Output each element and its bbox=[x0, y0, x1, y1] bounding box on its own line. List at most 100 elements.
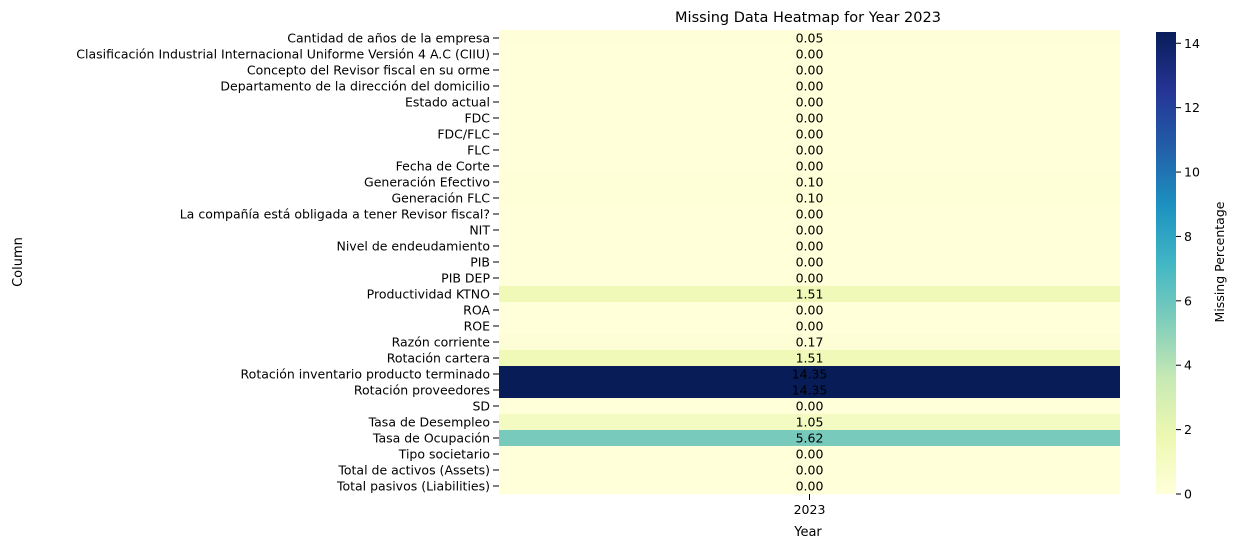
cell-value-label: 0.00 bbox=[796, 479, 824, 494]
cell-value-labels: 0.050.000.000.000.000.000.000.000.000.10… bbox=[792, 31, 828, 494]
heatmap-cell bbox=[499, 334, 1120, 351]
heatmap-cell bbox=[499, 222, 1120, 239]
row-tick-label: Tasa de Ocupación bbox=[372, 431, 490, 446]
row-tick-label: Concepto del Revisor fiscal en su orme bbox=[247, 63, 490, 78]
colorbar-tick-label: 2 bbox=[1184, 422, 1192, 437]
cell-value-label: 0.00 bbox=[796, 207, 824, 222]
cell-value-label: 0.00 bbox=[796, 447, 824, 462]
heatmap-cell bbox=[499, 446, 1120, 463]
colorbar-tick-label: 14 bbox=[1184, 36, 1200, 51]
heatmap-cell bbox=[499, 94, 1120, 111]
heatmap-cell bbox=[499, 78, 1120, 95]
cell-value-label: 0.00 bbox=[796, 111, 824, 126]
cell-value-label: 0.00 bbox=[796, 319, 824, 334]
heatmap-cell bbox=[499, 46, 1120, 63]
heatmap-cells bbox=[499, 30, 1120, 495]
cell-value-label: 5.62 bbox=[796, 431, 824, 446]
row-tick-label: Nivel de endeudamiento bbox=[336, 239, 490, 254]
heatmap-cell bbox=[499, 206, 1120, 223]
heatmap-cell bbox=[499, 382, 1120, 399]
row-tick-label: FDC/FLC bbox=[437, 127, 490, 142]
colorbar-gradient bbox=[1156, 32, 1176, 494]
heatmap-cell bbox=[499, 126, 1120, 143]
colorbar-tick-label: 12 bbox=[1184, 100, 1200, 115]
row-tick-label: ROE bbox=[464, 319, 491, 334]
x-axis-label: Year bbox=[793, 525, 822, 540]
row-tick-labels: Cantidad de años de la empresaClasificac… bbox=[76, 31, 499, 494]
colorbar-tick-label: 4 bbox=[1184, 358, 1192, 373]
cell-value-label: 0.00 bbox=[796, 303, 824, 318]
row-tick-label: Generación FLC bbox=[391, 191, 490, 206]
row-tick-label: Razón corriente bbox=[392, 335, 491, 350]
row-tick-label: NIT bbox=[469, 223, 490, 238]
row-tick-label: Total pasivos (Liabilities) bbox=[336, 479, 490, 494]
heatmap-cell bbox=[499, 366, 1120, 383]
cell-value-label: 0.00 bbox=[796, 399, 824, 414]
heatmap-cell bbox=[499, 430, 1120, 447]
heatmap-cell bbox=[499, 190, 1120, 207]
cell-value-label: 0.00 bbox=[796, 95, 824, 110]
colorbar-tick-label: 0 bbox=[1184, 487, 1192, 502]
cell-value-label: 0.00 bbox=[796, 223, 824, 238]
cell-value-label: 0.00 bbox=[796, 463, 824, 478]
heatmap-cell bbox=[499, 174, 1120, 191]
row-tick-label: Tasa de Desempleo bbox=[368, 415, 490, 430]
colorbar-tick-label: 6 bbox=[1184, 293, 1192, 308]
colorbar-tick-label: 10 bbox=[1184, 165, 1200, 180]
heatmap-cell bbox=[499, 110, 1120, 127]
row-tick-label: Tipo societario bbox=[398, 447, 490, 462]
row-tick-label: ROA bbox=[463, 303, 490, 318]
cell-value-label: 1.51 bbox=[796, 287, 824, 302]
heatmap-cell bbox=[499, 414, 1120, 431]
row-tick-label: Departamento de la dirección del domicil… bbox=[220, 79, 490, 94]
row-tick-label: SD bbox=[472, 399, 490, 414]
heatmap-cell bbox=[499, 158, 1120, 175]
row-tick-label: PIB DEP bbox=[441, 271, 490, 286]
row-tick-label: Fecha de Corte bbox=[396, 159, 491, 174]
colorbar-label: Missing Percentage bbox=[1212, 201, 1227, 322]
cell-value-label: 0.00 bbox=[796, 255, 824, 270]
cell-value-label: 0.00 bbox=[796, 79, 824, 94]
heatmap-cell bbox=[499, 318, 1120, 335]
row-tick-label: La compañía está obligada a tener Reviso… bbox=[180, 207, 490, 222]
cell-value-label: 0.05 bbox=[796, 31, 824, 46]
row-tick-label: Cantidad de años de la empresa bbox=[287, 31, 490, 46]
cell-value-label: 0.10 bbox=[796, 175, 824, 190]
heatmap-cell bbox=[499, 270, 1120, 287]
cell-value-label: 14.35 bbox=[792, 383, 828, 398]
row-tick-label: Rotación proveedores bbox=[354, 383, 490, 398]
x-tick-label: 2023 bbox=[794, 502, 826, 517]
heatmap-cell bbox=[499, 462, 1120, 479]
cell-value-label: 1.51 bbox=[796, 351, 824, 366]
heatmap-cell bbox=[499, 30, 1120, 47]
row-tick-label: Rotación inventario producto terminado bbox=[241, 367, 490, 382]
row-tick-label: FLC bbox=[467, 143, 490, 158]
row-tick-label: Rotación cartera bbox=[387, 351, 490, 366]
heatmap-cell bbox=[499, 254, 1120, 271]
row-tick-label: Estado actual bbox=[405, 95, 490, 110]
heatmap-cell bbox=[499, 350, 1120, 367]
heatmap-cell bbox=[499, 142, 1120, 159]
cell-value-label: 0.00 bbox=[796, 63, 824, 78]
row-tick-label: Productividad KTNO bbox=[367, 287, 491, 302]
row-tick-label: Clasificación Industrial Internacional U… bbox=[76, 47, 490, 62]
row-tick-label: FDC bbox=[464, 111, 490, 126]
cell-value-label: 0.00 bbox=[796, 47, 824, 62]
heatmap-cell bbox=[499, 286, 1120, 303]
y-axis-label: Column bbox=[11, 237, 26, 287]
heatmap-cell bbox=[499, 238, 1120, 255]
colorbar-ticks: 0 2 4 6 8 10 12 14 bbox=[1176, 36, 1200, 502]
cell-value-label: 0.00 bbox=[796, 239, 824, 254]
heatmap-cell bbox=[499, 302, 1120, 319]
row-tick-label: PIB bbox=[470, 255, 490, 270]
heatmap-cell bbox=[499, 478, 1120, 495]
cell-value-label: 0.10 bbox=[796, 191, 824, 206]
row-tick-label: Generación Efectivo bbox=[364, 175, 490, 190]
cell-value-label: 0.00 bbox=[796, 127, 824, 142]
cell-value-label: 0.00 bbox=[796, 143, 824, 158]
colorbar: 0 2 4 6 8 10 12 14 Missing Percentage bbox=[1156, 32, 1227, 502]
cell-value-label: 0.17 bbox=[796, 335, 824, 350]
cell-value-label: 1.05 bbox=[796, 415, 824, 430]
heatmap-cell bbox=[499, 62, 1120, 79]
